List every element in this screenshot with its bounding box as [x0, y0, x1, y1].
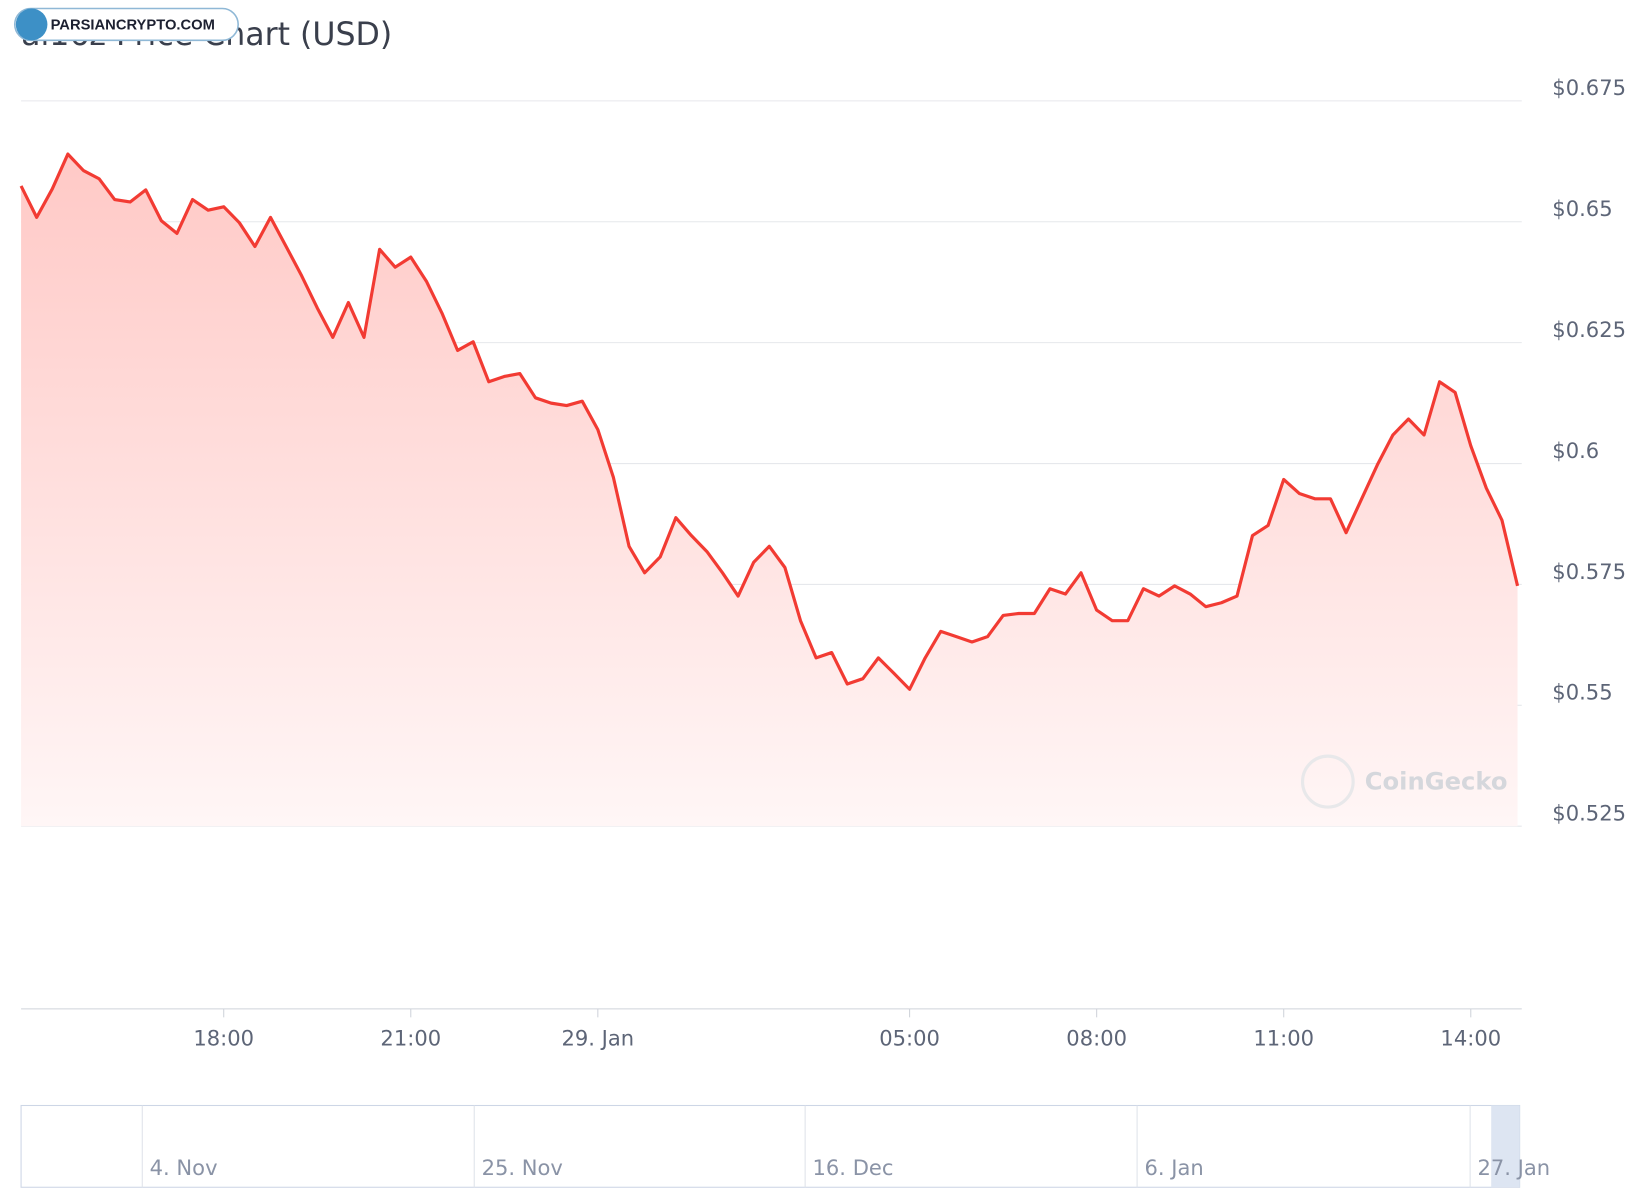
navigator-label: 25. Nov	[482, 1155, 563, 1180]
y-tick-label: $0.55	[1552, 680, 1612, 705]
x-tick-label: 05:00	[879, 1026, 940, 1051]
y-tick-label: $0.625	[1552, 317, 1626, 342]
y-tick-label: $0.675	[1552, 75, 1626, 100]
price-area	[21, 154, 1518, 827]
navigator-label: 4. Nov	[150, 1155, 218, 1180]
x-tick-label: 08:00	[1066, 1026, 1127, 1051]
y-tick-label: $0.65	[1552, 196, 1612, 221]
navigator-frame	[20, 1104, 1521, 1188]
navigator-label: 27. Jan	[1477, 1155, 1550, 1180]
y-tick-label: $0.525	[1552, 800, 1626, 825]
badge-icon	[15, 8, 48, 41]
x-tick-label: 14:00	[1440, 1026, 1501, 1051]
brand: CoinGecko	[1365, 767, 1508, 796]
price-line	[19, 152, 1520, 691]
y-tick-label: $0.6	[1552, 438, 1599, 463]
y-tick-label: $0.575	[1552, 559, 1626, 584]
brand-icon	[1300, 754, 1355, 809]
watermark-badge: PARSIANCRYPTO.COM	[13, 7, 239, 42]
x-tick-label: 21:00	[380, 1026, 441, 1051]
brand-logo: CoinGecko	[1300, 754, 1508, 809]
plot: $0.675 $0.65 $0.625 $0.6 $0.575 $0.55 $0.525 18…	[19, 75, 1626, 1051]
x-tick-label: 18:00	[193, 1026, 254, 1051]
watermark: PARSIANCRYPTO.COM	[51, 17, 215, 33]
x-tick-label: 11:00	[1253, 1026, 1314, 1051]
badge-bg	[13, 7, 239, 42]
navigator-selection	[1491, 1105, 1520, 1188]
navigator-label: 6. Jan	[1144, 1155, 1203, 1180]
x-tick-label: 29. Jan	[562, 1026, 635, 1051]
navigator-label: 16. Dec	[813, 1155, 894, 1180]
